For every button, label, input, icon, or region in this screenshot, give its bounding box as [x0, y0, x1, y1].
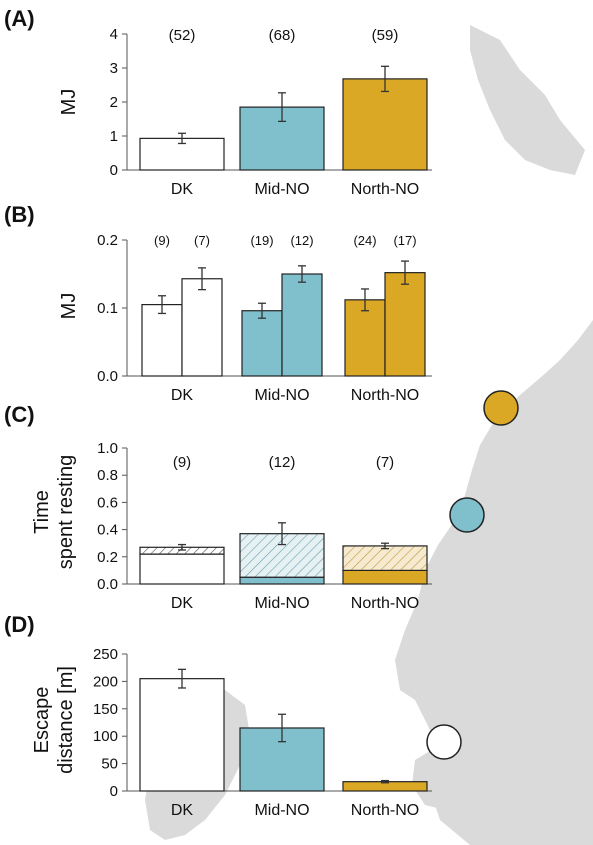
panel-a-y-label: MJ: [58, 89, 80, 116]
panel-a-category-label: Mid-NO: [254, 181, 309, 198]
panel-c-n-label: (12): [269, 454, 296, 471]
panel-c-category-label: Mid-NO: [254, 595, 309, 612]
panel-c-y-label-line2: spent resting: [55, 455, 77, 570]
panel-b-bar-mid-no-2: [281, 273, 323, 377]
panel-b-y-tick-label: 0.2: [97, 232, 118, 249]
panel-c-y-tick-label: 0.2: [97, 549, 118, 566]
panel-a-n-label: (68): [269, 27, 296, 44]
panel-b-n-label: (7): [194, 233, 210, 248]
panel-d-y-tick-label: 100: [93, 728, 118, 745]
panel-d-y-tick-label: 0: [110, 783, 118, 800]
panel-c-bar-hatched-north-no: [342, 545, 428, 571]
map-norway-land: [395, 320, 593, 845]
panel-c-category-label: North-NO: [351, 595, 419, 612]
panel-c-y-tick-label: 0.8: [97, 467, 118, 484]
panel-b-n-label: (24): [353, 233, 376, 248]
panel-c-category-label: DK: [171, 595, 194, 612]
panel-label-d: (D): [4, 612, 35, 637]
panel-c-y-label-line1: Time: [31, 490, 53, 534]
panel-d-category-label: Mid-NO: [254, 802, 309, 819]
panel-c-bar-solid-mid-no: [239, 576, 325, 585]
panel-a-y-tick-label: 3: [110, 60, 118, 77]
panel-b-y-tick-label: 0.1: [97, 300, 118, 317]
panel-label-b: (B): [4, 202, 35, 227]
panel-b-category-label: DK: [171, 387, 194, 404]
panel-d-y-tick-label: 50: [101, 756, 118, 773]
panel-a-y-tick-label: 0: [110, 162, 118, 179]
map-marker-mid-no: [449, 497, 485, 533]
panel-d-category-label: North-NO: [351, 802, 419, 819]
panel-b-n-label: (9): [154, 233, 170, 248]
panel-d-y-label-line2: distance [m]: [55, 666, 77, 774]
charts-layer: 0 1 2 3 4 DK (52) Mid-NO (68) North-NO (59) 0.0 0.1 0…: [93, 26, 432, 819]
panel-a-bar-north-no: [342, 78, 428, 171]
map-marker-dk: [426, 724, 462, 760]
panel-c-y-tick-label: 0.0: [97, 576, 118, 593]
map-marker-north-no: [483, 390, 519, 426]
panel-d-y-tick-label: 150: [93, 701, 118, 718]
panel-d-category-label: DK: [171, 802, 194, 819]
map-svalbard-land: [470, 25, 585, 175]
panel-d-y-tick-label: 200: [93, 673, 118, 690]
panel-c-bar-solid-north-no: [342, 569, 428, 585]
panel-b-y-label: MJ: [58, 293, 80, 320]
panel-b-category-label: Mid-NO: [254, 387, 309, 404]
panel-a-n-label: (52): [169, 27, 196, 44]
panel-a-category-label: North-NO: [351, 181, 419, 198]
panel-b-y-tick-label: 0.0: [97, 368, 118, 385]
panel-a-y-tick-label: 1: [110, 128, 118, 145]
panel-a-category-label: DK: [171, 181, 194, 198]
panel-c-y-tick-label: 0.4: [97, 522, 118, 539]
panel-c-y-tick-label: 0.6: [97, 494, 118, 511]
panel-a-y-tick-label: 4: [110, 26, 118, 43]
panel-b-bar-north-no-1: [344, 299, 386, 377]
panel-b-bar-dk-1: [141, 304, 183, 377]
panel-d-bar-dk: [139, 678, 225, 792]
panel-label-c: (C): [4, 402, 35, 427]
panel-d-y-label-line1: Escape: [31, 687, 53, 754]
panel-c-y-tick-label: 1.0: [97, 440, 118, 457]
panel-b-bar-dk-2: [181, 278, 223, 377]
map-denmark-land: [412, 745, 470, 810]
panel-b-bar-north-no-2: [384, 272, 426, 377]
panel-c-n-label: (9): [173, 454, 191, 471]
panel-a-bar-dk: [139, 137, 225, 171]
panel-a-n-label: (59): [372, 27, 399, 44]
panel-b-bar-mid-no-1: [241, 310, 283, 377]
panel-b-n-label: (17): [393, 233, 416, 248]
panel-b-n-label: (19): [250, 233, 273, 248]
panel-label-a: (A): [4, 6, 35, 31]
panel-a-y-tick-label: 2: [110, 94, 118, 111]
panel-b-n-label: (12): [290, 233, 313, 248]
panel-c-n-label: (7): [376, 454, 394, 471]
panel-b-category-label: North-NO: [351, 387, 419, 404]
panel-c-bar-solid-dk: [139, 553, 225, 585]
panel-d-y-tick-label: 250: [93, 646, 118, 663]
